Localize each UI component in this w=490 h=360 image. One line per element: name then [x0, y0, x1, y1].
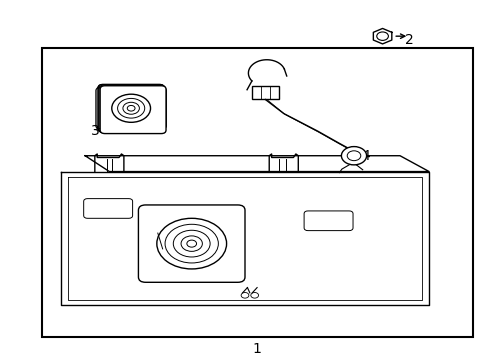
Text: 1: 1	[253, 342, 262, 356]
Text: 2: 2	[405, 33, 414, 47]
FancyBboxPatch shape	[138, 205, 245, 282]
Bar	[42, 49, 473, 337]
Bar	[252, 86, 279, 99]
Text: 3: 3	[91, 124, 99, 138]
Circle shape	[342, 147, 367, 165]
Polygon shape	[61, 172, 429, 305]
Text: 4: 4	[362, 149, 370, 163]
FancyBboxPatch shape	[100, 86, 166, 134]
FancyBboxPatch shape	[98, 84, 164, 132]
FancyBboxPatch shape	[99, 85, 165, 133]
Polygon shape	[85, 156, 429, 172]
